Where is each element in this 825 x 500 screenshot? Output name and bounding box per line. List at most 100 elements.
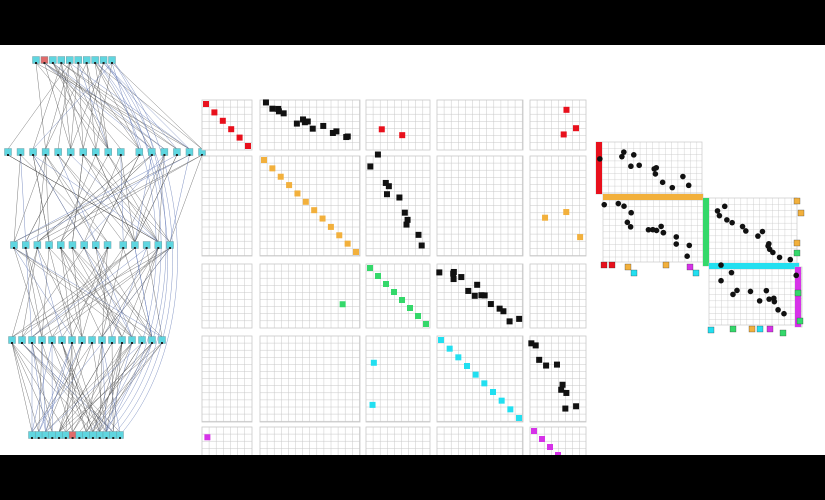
matrix-cell xyxy=(415,313,421,319)
graph-edge xyxy=(58,342,163,433)
graph-edge xyxy=(25,247,53,338)
graph-edge xyxy=(7,154,159,243)
inset-cell xyxy=(787,256,794,263)
matrix-cell xyxy=(378,126,385,133)
node-marker xyxy=(112,437,115,439)
inset-cell xyxy=(793,272,800,279)
graph-edge xyxy=(57,154,97,243)
inset-cell xyxy=(739,223,746,230)
matrix-block xyxy=(436,335,524,423)
inset-cell xyxy=(636,162,642,169)
inset-cell xyxy=(652,171,659,177)
inset-cell xyxy=(669,184,676,191)
node-marker xyxy=(61,342,63,344)
matrix-cell xyxy=(383,281,389,287)
graph-edge xyxy=(69,62,109,150)
matrix-cell xyxy=(320,122,327,129)
node-marker xyxy=(105,437,108,439)
matrix-cell xyxy=(396,194,403,201)
inset-cell xyxy=(660,229,667,236)
graph-edge xyxy=(85,342,163,433)
node-marker xyxy=(71,342,73,344)
inset-marker xyxy=(793,249,801,257)
matrix-cell xyxy=(563,209,570,216)
graph-edge xyxy=(32,154,50,243)
matrix-block xyxy=(259,155,361,257)
node-marker xyxy=(44,154,47,156)
node-marker xyxy=(145,247,148,249)
inset-color-bar xyxy=(709,263,799,269)
inset-cell xyxy=(624,219,631,226)
graph-edge xyxy=(131,247,159,338)
inset-cell xyxy=(673,241,680,247)
graph-edge xyxy=(103,62,178,150)
graph-edge xyxy=(72,342,133,433)
graph-edge xyxy=(51,247,171,338)
graph-edge xyxy=(58,342,93,433)
graph-edge xyxy=(101,247,159,338)
inset-marker xyxy=(794,289,802,297)
inset-cell xyxy=(781,310,787,317)
matrix-cell xyxy=(228,126,235,133)
node-marker xyxy=(169,247,171,249)
node-marker xyxy=(107,154,110,156)
matrix-cell xyxy=(375,273,381,279)
graph-edge xyxy=(60,154,109,243)
graph-edge xyxy=(13,247,163,338)
inset-cell xyxy=(766,296,772,302)
adjacency-matrix xyxy=(201,99,587,455)
graph-edge xyxy=(11,247,171,338)
inset-cell xyxy=(718,262,724,268)
graph-edge xyxy=(11,342,33,433)
graph-edge xyxy=(72,154,84,243)
graph-edge xyxy=(108,154,171,243)
matrix-cell xyxy=(319,215,326,222)
inset-block xyxy=(601,193,704,263)
node-marker xyxy=(111,342,113,344)
matrix-cell xyxy=(286,182,293,189)
matrix-cell xyxy=(404,216,411,223)
matrix-block xyxy=(529,426,587,455)
graph-edge xyxy=(13,154,178,243)
matrix-cell xyxy=(543,362,550,369)
graph-edge xyxy=(25,154,190,243)
matrix-cell xyxy=(516,415,522,421)
inset-marker xyxy=(779,329,787,337)
inset-marker xyxy=(729,325,737,333)
node-marker xyxy=(94,247,97,249)
matrix-cell xyxy=(275,105,282,112)
matrix-block xyxy=(528,335,587,423)
graph-edge xyxy=(70,62,79,150)
inset-cell xyxy=(730,291,736,298)
graph-edge xyxy=(134,154,153,243)
node-marker xyxy=(37,437,40,439)
matrix-cell xyxy=(563,389,570,396)
node-marker xyxy=(35,62,37,64)
inset-cell xyxy=(630,152,637,158)
graph-edge xyxy=(38,342,43,433)
graph-edge xyxy=(103,59,173,436)
graph-edge xyxy=(11,247,38,338)
node-marker xyxy=(77,62,80,64)
graph-edge xyxy=(20,154,108,243)
matrix-cell xyxy=(498,397,505,404)
graph-edge xyxy=(134,247,153,338)
node-marker xyxy=(69,154,72,156)
node-marker xyxy=(133,247,136,249)
matrix-cell xyxy=(464,363,470,369)
graph-edge xyxy=(72,247,123,338)
matrix-cell xyxy=(450,276,457,283)
inset-cell xyxy=(597,156,603,162)
graph-edge xyxy=(111,59,178,436)
graph-edge xyxy=(41,247,50,338)
matrix-block xyxy=(436,426,524,455)
graph-edge xyxy=(94,59,168,436)
matrix-cell xyxy=(572,125,579,132)
inset-block xyxy=(793,266,803,328)
node-marker xyxy=(58,437,61,439)
node-marker xyxy=(163,154,166,156)
matrix-block xyxy=(259,426,361,455)
inset-cell xyxy=(628,163,634,170)
graph-edge xyxy=(61,342,87,433)
graph-edge xyxy=(106,342,133,433)
